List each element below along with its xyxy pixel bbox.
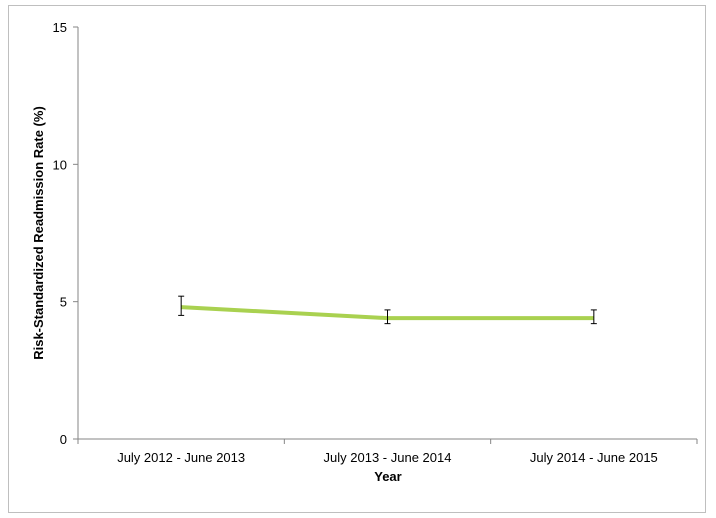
y-tick-label: 15 <box>53 20 67 35</box>
y-axis-title: Risk-Standardized Readmission Rate (%) <box>31 106 46 360</box>
x-axis: July 2012 - June 2013 July 2013 - June 20… <box>77 438 698 465</box>
x-tick-label: July 2012 - June 2013 <box>117 450 245 465</box>
error-bar <box>384 309 391 325</box>
x-axis-title: Year <box>374 469 401 484</box>
error-bar <box>178 295 185 316</box>
x-tick-label: July 2013 - June 2014 <box>324 450 452 465</box>
x-tick-label: July 2014 - June 2015 <box>530 450 658 465</box>
y-tick-label: 5 <box>60 295 67 310</box>
series-group <box>178 295 597 325</box>
chart-frame <box>8 5 706 513</box>
y-axis: 0 5 10 15 <box>53 20 79 447</box>
y-tick-label: 0 <box>60 432 67 447</box>
error-bar <box>590 309 597 325</box>
y-tick-label: 10 <box>53 157 67 172</box>
